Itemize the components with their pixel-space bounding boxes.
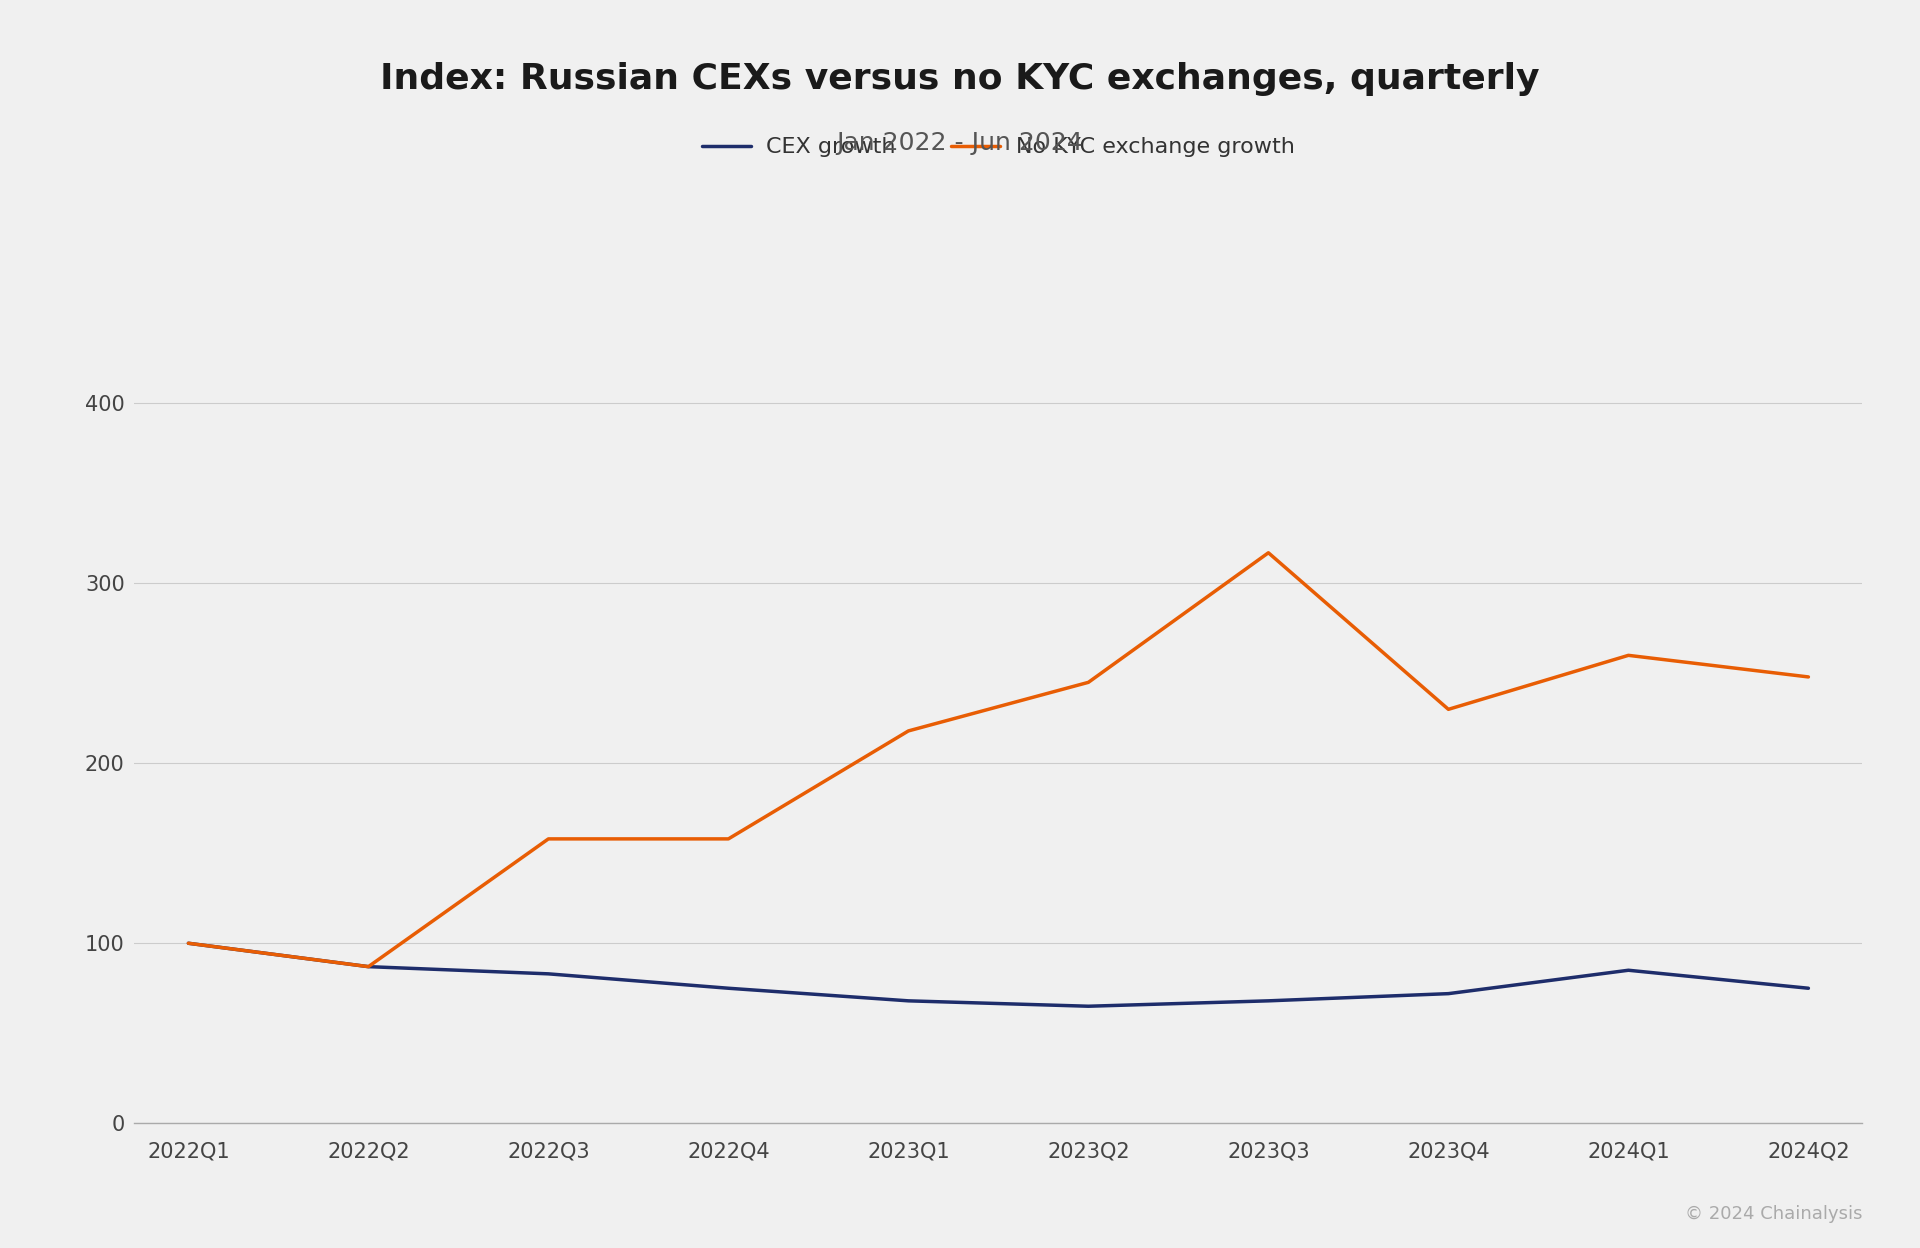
- No KYC exchange growth: [716, 831, 739, 846]
- No KYC exchange growth: [1436, 701, 1459, 716]
- CEX growth: [1617, 962, 1640, 977]
- CEX growth: [897, 993, 920, 1008]
- Text: Jan 2022 - Jun 2024: Jan 2022 - Jun 2024: [837, 131, 1083, 155]
- Text: © 2024 Chainalysis: © 2024 Chainalysis: [1686, 1206, 1862, 1223]
- CEX growth: [716, 981, 739, 996]
- CEX growth: [1077, 998, 1100, 1013]
- CEX growth: [1258, 993, 1281, 1008]
- Line: CEX growth: CEX growth: [188, 943, 1809, 1006]
- No KYC exchange growth: [1077, 675, 1100, 690]
- CEX growth: [357, 960, 380, 975]
- No KYC exchange growth: [1617, 648, 1640, 663]
- No KYC exchange growth: [177, 936, 200, 951]
- CEX growth: [1797, 981, 1820, 996]
- No KYC exchange growth: [1258, 545, 1281, 560]
- No KYC exchange growth: [538, 831, 561, 846]
- Legend: CEX growth, No KYC exchange growth: CEX growth, No KYC exchange growth: [693, 129, 1304, 166]
- CEX growth: [538, 966, 561, 981]
- No KYC exchange growth: [357, 960, 380, 975]
- CEX growth: [177, 936, 200, 951]
- No KYC exchange growth: [897, 724, 920, 739]
- No KYC exchange growth: [1797, 669, 1820, 684]
- Line: No KYC exchange growth: No KYC exchange growth: [188, 553, 1809, 967]
- Text: Index: Russian CEXs versus no KYC exchanges, quarterly: Index: Russian CEXs versus no KYC exchan…: [380, 62, 1540, 96]
- CEX growth: [1436, 986, 1459, 1001]
